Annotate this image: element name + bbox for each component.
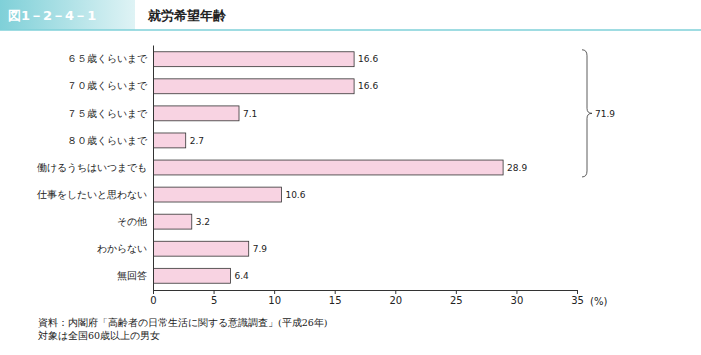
data-label: 3.2 — [196, 217, 210, 227]
bar — [153, 133, 186, 148]
category-label: わからない — [97, 243, 147, 254]
bar — [153, 214, 192, 229]
x-tick-mark — [456, 290, 457, 294]
x-tick: 35 — [571, 290, 584, 306]
bar — [153, 187, 281, 202]
data-label: 28.9 — [507, 163, 527, 173]
y-axis: ６５歳くらいまで ７０歳くらいまで ７５歳くらいまで ８０歳くらいまで働けるうちはいつ… — [37, 46, 154, 291]
data-label: 16.6 — [358, 54, 378, 64]
x-axis-line — [154, 291, 578, 295]
x-axis-unit: (%) — [590, 296, 607, 307]
x-tick: 0 — [150, 290, 156, 306]
x-tick-label: 15 — [329, 295, 342, 306]
x-tick: 15 — [329, 290, 342, 306]
x-tick-label: 10 — [268, 295, 281, 306]
data-label: 6.4 — [235, 271, 250, 281]
bar — [153, 160, 503, 175]
y-tick: わからない — [97, 243, 147, 254]
annotation: 71.9 — [595, 109, 615, 119]
x-tick-label: 35 — [571, 295, 584, 306]
y-tick: その他 — [117, 216, 147, 227]
y-tick: ７０歳くらいまで — [67, 80, 148, 91]
x-tick-mark — [395, 290, 396, 294]
x-axis: 0 5 10 15 20 25 30 35 — [150, 290, 584, 306]
category-label: ７５歳くらいまで — [67, 108, 148, 119]
x-tick-mark — [274, 290, 275, 294]
chart: 図1－2－4－1 就労希望年齢 16.6 16.6 7.1 2.7 28.9 10.6 3.2 7… — [0, 0, 701, 355]
category-label: 働けるうちはいつまでも — [37, 162, 147, 173]
x-tick-label: 30 — [511, 295, 524, 306]
x-tick-label: 25 — [450, 295, 463, 306]
category-label: ６５歳くらいまで — [67, 53, 148, 64]
x-tick-mark — [577, 290, 578, 294]
x-tick-label: 5 — [211, 295, 217, 306]
category-label: 無回答 — [117, 270, 147, 281]
data-label: 7.1 — [243, 109, 257, 119]
x-tick-mark — [335, 290, 336, 294]
note: 資料：内閣府「高齢者の日常生活に関する意識調査」(平成26年) — [38, 317, 328, 328]
y-tick: ６５歳くらいまで — [67, 53, 148, 64]
bar — [153, 52, 354, 67]
data-labels: 16.6 16.6 7.1 2.7 28.9 10.6 3.2 7.9 6.4 — [190, 54, 528, 281]
header-rule — [0, 29, 701, 31]
bar — [153, 268, 231, 283]
x-tick-mark — [153, 290, 154, 294]
x-tick-mark — [214, 290, 215, 294]
y-axis-line — [153, 46, 154, 291]
x-tick: 30 — [511, 290, 524, 306]
x-tick: 25 — [450, 290, 463, 306]
y-tick: 無回答 — [117, 270, 147, 281]
bar — [153, 106, 239, 121]
y-tick: 仕事をしたいと思わない — [37, 189, 147, 200]
data-label: 2.7 — [190, 136, 204, 146]
bar — [153, 241, 249, 256]
figure-label: 図1－2－4－1 — [8, 8, 96, 23]
note: 対象は全国60歳以上の男女 — [38, 330, 160, 341]
y-tick: ７５歳くらいまで — [67, 108, 148, 119]
header-band — [0, 0, 135, 30]
category-label: 仕事をしたいと思わない — [37, 189, 147, 200]
category-label: ８０歳くらいまで — [67, 135, 148, 146]
x-tick-mark — [516, 290, 517, 294]
title: 就労希望年齢 — [147, 8, 227, 23]
y-tick: 働けるうちはいつまでも — [37, 162, 147, 173]
data-label: 10.6 — [285, 190, 305, 200]
category-label: ７０歳くらいまで — [67, 80, 148, 91]
x-tick: 20 — [389, 290, 402, 306]
x-tick: 10 — [268, 290, 281, 306]
data-label: 16.6 — [358, 81, 378, 91]
x-tick: 5 — [211, 290, 217, 306]
bracket — [582, 50, 592, 177]
data-label: 7.9 — [253, 244, 268, 254]
bars — [153, 52, 503, 283]
category-label: その他 — [117, 216, 147, 227]
x-tick-label: 0 — [150, 295, 156, 306]
x-tick-label: 20 — [389, 295, 402, 306]
y-tick: ８０歳くらいまで — [67, 135, 148, 146]
bar — [153, 79, 354, 94]
